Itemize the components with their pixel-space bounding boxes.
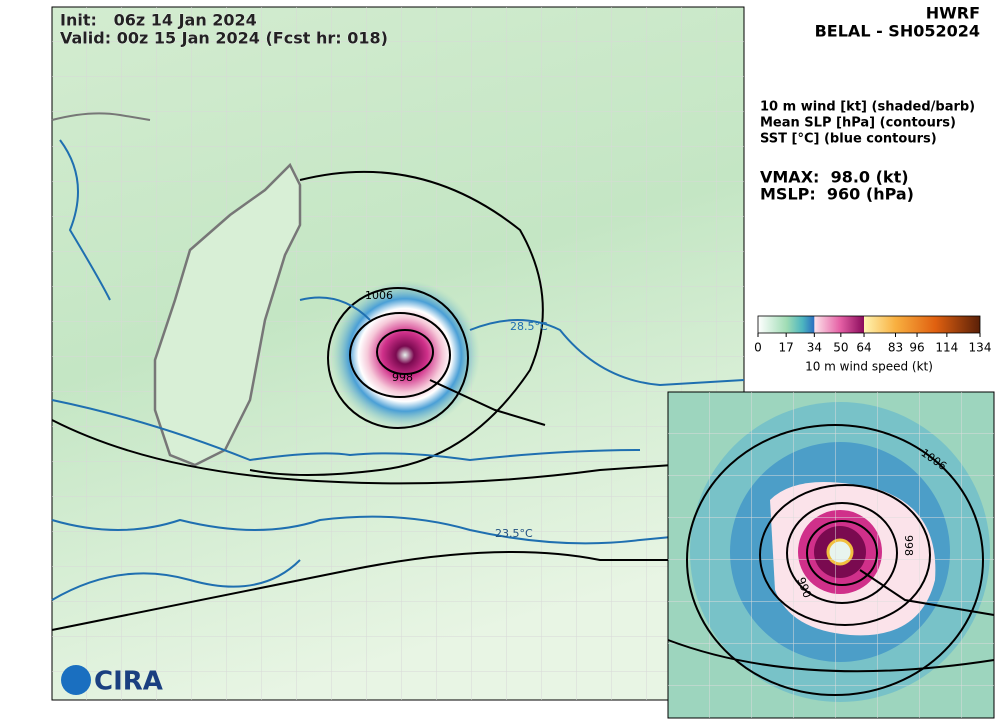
colorbar-tick-label: 64 — [856, 341, 871, 355]
colorbar-tick-label: 134 — [969, 341, 992, 355]
sst-label: 23.5°C — [495, 527, 533, 540]
field-description: SST [°C] (blue contours) — [760, 132, 937, 147]
init-time: Init: 06z 14 Jan 2024 — [60, 11, 257, 30]
storm-shading — [330, 280, 480, 430]
sst-label: 28.5°C — [510, 320, 548, 333]
noaa-logo — [61, 665, 91, 695]
model-name: HWRF — [926, 4, 980, 23]
colorbar-gradient — [757, 315, 981, 334]
inset-slp-contours — [667, 424, 995, 696]
inset-map: 1006 998 990 — [667, 391, 995, 719]
colorbar-tick-label: 17 — [779, 341, 794, 355]
colorbar-tick-label: 0 — [754, 341, 762, 355]
main-map: 1006 28.5°C 23.5°C 998 CIRA Init: 06z 14… — [51, 6, 745, 701]
slp-contours — [51, 170, 745, 631]
field-description: Mean SLP [hPa] (contours) — [760, 116, 956, 131]
storm-name: BELAL - SH052024 — [815, 22, 980, 41]
colorbar-tick-label: 114 — [935, 341, 958, 355]
colorbar: 10 m wind speed (kt) 0 17 34 50 64 83 96 114 134 — [754, 315, 992, 374]
vmax: VMAX: 98.0 (kt) — [760, 168, 909, 187]
colorbar-label: 10 m wind speed (kt) — [805, 360, 933, 374]
slp-label: 998 — [392, 371, 413, 384]
cira-logo: CIRA — [94, 667, 163, 697]
colorbar-tick-label: 50 — [833, 341, 848, 355]
sst-contours — [51, 139, 745, 601]
mslp: MSLP: 960 (hPa) — [760, 185, 914, 204]
coast — [51, 112, 151, 121]
madagascar-coast — [153, 162, 302, 467]
slp-label: 1006 — [365, 289, 393, 302]
colorbar-tick-label: 34 — [807, 341, 822, 355]
inset-slp-label: 998 — [902, 535, 915, 556]
inset-grid — [668, 392, 994, 718]
valid-time: Valid: 00z 15 Jan 2024 (Fcst hr: 018) — [60, 29, 388, 48]
field-description: 10 m wind [kt] (shaded/barb) — [760, 100, 975, 115]
colorbar-tick-label: 96 — [909, 341, 924, 355]
colorbar-tick-label: 83 — [888, 341, 903, 355]
